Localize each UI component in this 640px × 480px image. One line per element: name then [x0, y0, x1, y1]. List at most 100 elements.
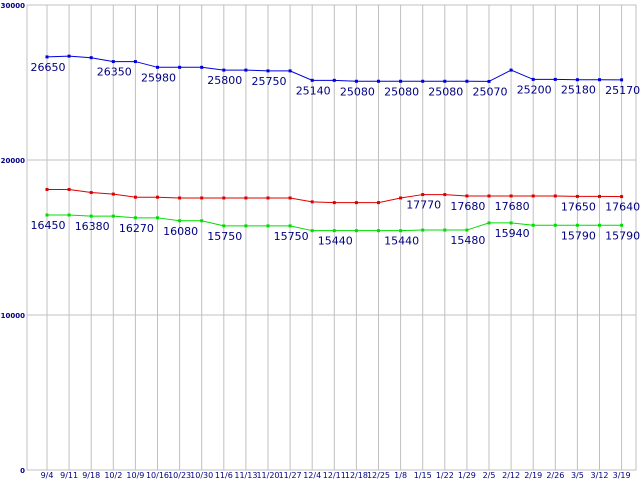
data-point [487, 194, 491, 198]
data-point [222, 68, 226, 72]
data-point [111, 192, 115, 196]
data-label: 15940 [495, 227, 530, 240]
x-tick-label: 2/12 [502, 471, 520, 480]
y-tick-label: 10000 [1, 312, 25, 320]
data-label: 25080 [384, 85, 419, 98]
x-tick-label: 11/20 [256, 471, 279, 480]
x-tick-label: 11/13 [234, 471, 257, 480]
data-label: 25980 [141, 71, 176, 84]
data-point [509, 221, 513, 225]
data-label: 15750 [207, 230, 242, 243]
data-label: 16450 [31, 219, 66, 232]
data-point [465, 79, 469, 83]
data-label: 17680 [450, 200, 485, 213]
data-label: 15790 [605, 229, 640, 242]
data-point [354, 79, 358, 83]
data-point [178, 196, 182, 200]
data-point [443, 79, 447, 83]
data-label: 25170 [605, 84, 640, 97]
data-point [67, 54, 71, 58]
data-point [553, 223, 557, 227]
x-tick-label: 12/11 [323, 471, 346, 480]
data-point [45, 187, 49, 191]
data-point [465, 194, 469, 198]
data-point [266, 69, 270, 73]
data-point [399, 79, 403, 83]
x-tick-label: 12/4 [303, 471, 321, 480]
data-point [553, 77, 557, 81]
data-point [487, 79, 491, 83]
data-point [354, 229, 358, 233]
data-point [531, 77, 535, 81]
data-point [575, 223, 579, 227]
x-tick-label: 10/23 [168, 471, 191, 480]
data-point [89, 214, 93, 218]
data-point [399, 196, 403, 200]
data-point [288, 69, 292, 73]
data-point [443, 193, 447, 197]
data-point [244, 68, 248, 72]
x-tick-label: 9/11 [60, 471, 78, 480]
x-tick-label: 3/5 [571, 471, 584, 480]
data-point [509, 68, 513, 72]
data-point [598, 78, 601, 82]
data-point [45, 55, 49, 59]
data-label: 25140 [296, 84, 331, 97]
data-point [133, 216, 137, 220]
x-tick-label: 12/18 [345, 471, 368, 480]
data-point [222, 224, 226, 228]
plot-area [26, 4, 637, 471]
data-point [111, 214, 115, 218]
data-label: 25080 [340, 85, 375, 98]
data-point [487, 221, 491, 225]
data-point [531, 223, 535, 227]
data-point [133, 195, 137, 199]
data-point [465, 228, 469, 232]
data-label: 26350 [97, 66, 132, 79]
y-tick-label: 20000 [1, 157, 25, 165]
y-tick-label: 0 [20, 467, 25, 475]
data-point [67, 187, 71, 191]
x-tick-label: 10/2 [104, 471, 122, 480]
data-label: 25070 [473, 85, 508, 98]
data-point [310, 229, 314, 233]
x-tick-label: 2/19 [524, 471, 542, 480]
data-point [421, 228, 425, 232]
data-label: 16080 [163, 225, 198, 238]
data-point [575, 78, 579, 82]
data-label: 17680 [495, 200, 530, 213]
data-point [244, 224, 248, 228]
data-label: 17640 [605, 201, 640, 214]
data-point [332, 229, 336, 233]
data-point [531, 194, 535, 198]
data-point [553, 194, 557, 198]
x-tick-label: 10/9 [126, 471, 144, 480]
data-point [310, 200, 314, 204]
data-point [200, 65, 204, 69]
data-label: 15480 [450, 234, 485, 247]
x-tick-label: 9/18 [82, 471, 100, 480]
data-point [156, 216, 159, 220]
data-point [310, 78, 314, 82]
data-point [200, 219, 204, 223]
data-point [598, 194, 601, 198]
data-point [509, 194, 513, 198]
data-label: 16380 [75, 220, 110, 233]
data-point [178, 65, 182, 69]
data-point [332, 201, 336, 205]
x-tick-label: 10/30 [190, 471, 213, 480]
data-point [620, 223, 624, 227]
data-point [111, 60, 115, 64]
x-tick-label: 1/22 [436, 471, 454, 480]
data-point [67, 213, 71, 217]
data-label: 25180 [561, 84, 596, 97]
data-point [332, 78, 336, 82]
data-point [222, 196, 226, 200]
data-label: 26650 [31, 61, 66, 74]
data-point [377, 79, 380, 83]
data-point [266, 224, 270, 228]
data-point [598, 223, 601, 227]
x-tick-label: 2/5 [483, 471, 496, 480]
